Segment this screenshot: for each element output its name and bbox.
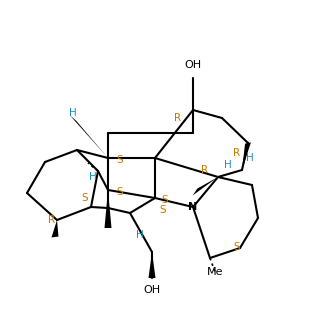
Polygon shape — [242, 142, 251, 170]
Text: OH: OH — [184, 60, 201, 70]
Text: H: H — [136, 230, 144, 240]
Polygon shape — [70, 115, 108, 158]
Text: R: R — [233, 148, 241, 158]
Text: OH: OH — [143, 285, 161, 295]
Text: S: S — [162, 195, 168, 205]
Polygon shape — [52, 220, 58, 238]
Text: S: S — [234, 242, 240, 252]
Text: R: R — [49, 215, 56, 225]
Text: S: S — [117, 187, 123, 197]
Polygon shape — [104, 190, 112, 228]
Text: H: H — [224, 160, 232, 170]
Polygon shape — [149, 252, 155, 278]
Text: S: S — [82, 193, 88, 203]
Text: S: S — [160, 205, 166, 215]
Text: R: R — [201, 165, 209, 175]
Text: Me: Me — [207, 267, 223, 277]
Text: H: H — [246, 153, 254, 163]
Text: R: R — [175, 113, 182, 123]
Text: N: N — [188, 202, 198, 212]
Polygon shape — [193, 177, 218, 195]
Text: H: H — [89, 172, 97, 182]
Text: H: H — [69, 108, 77, 118]
Text: S: S — [117, 155, 123, 165]
